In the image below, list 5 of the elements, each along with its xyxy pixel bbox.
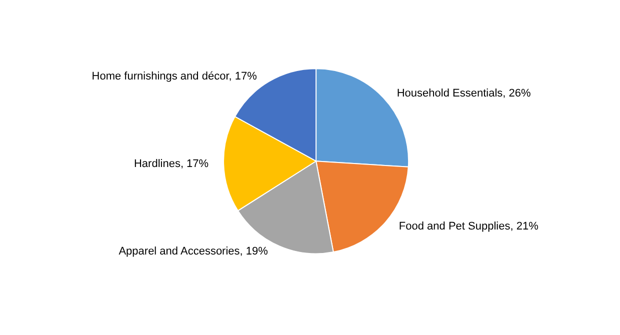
slice-label: Apparel and Accessories, 19% [118,246,268,258]
slice-label: Household Essentials, 26% [396,88,531,100]
slice-label: Food and Pet Supplies, 21% [398,220,539,232]
slice-label: Hardlines, 17% [134,158,209,170]
slice-label: Home furnishings and décor, 17% [92,70,258,82]
